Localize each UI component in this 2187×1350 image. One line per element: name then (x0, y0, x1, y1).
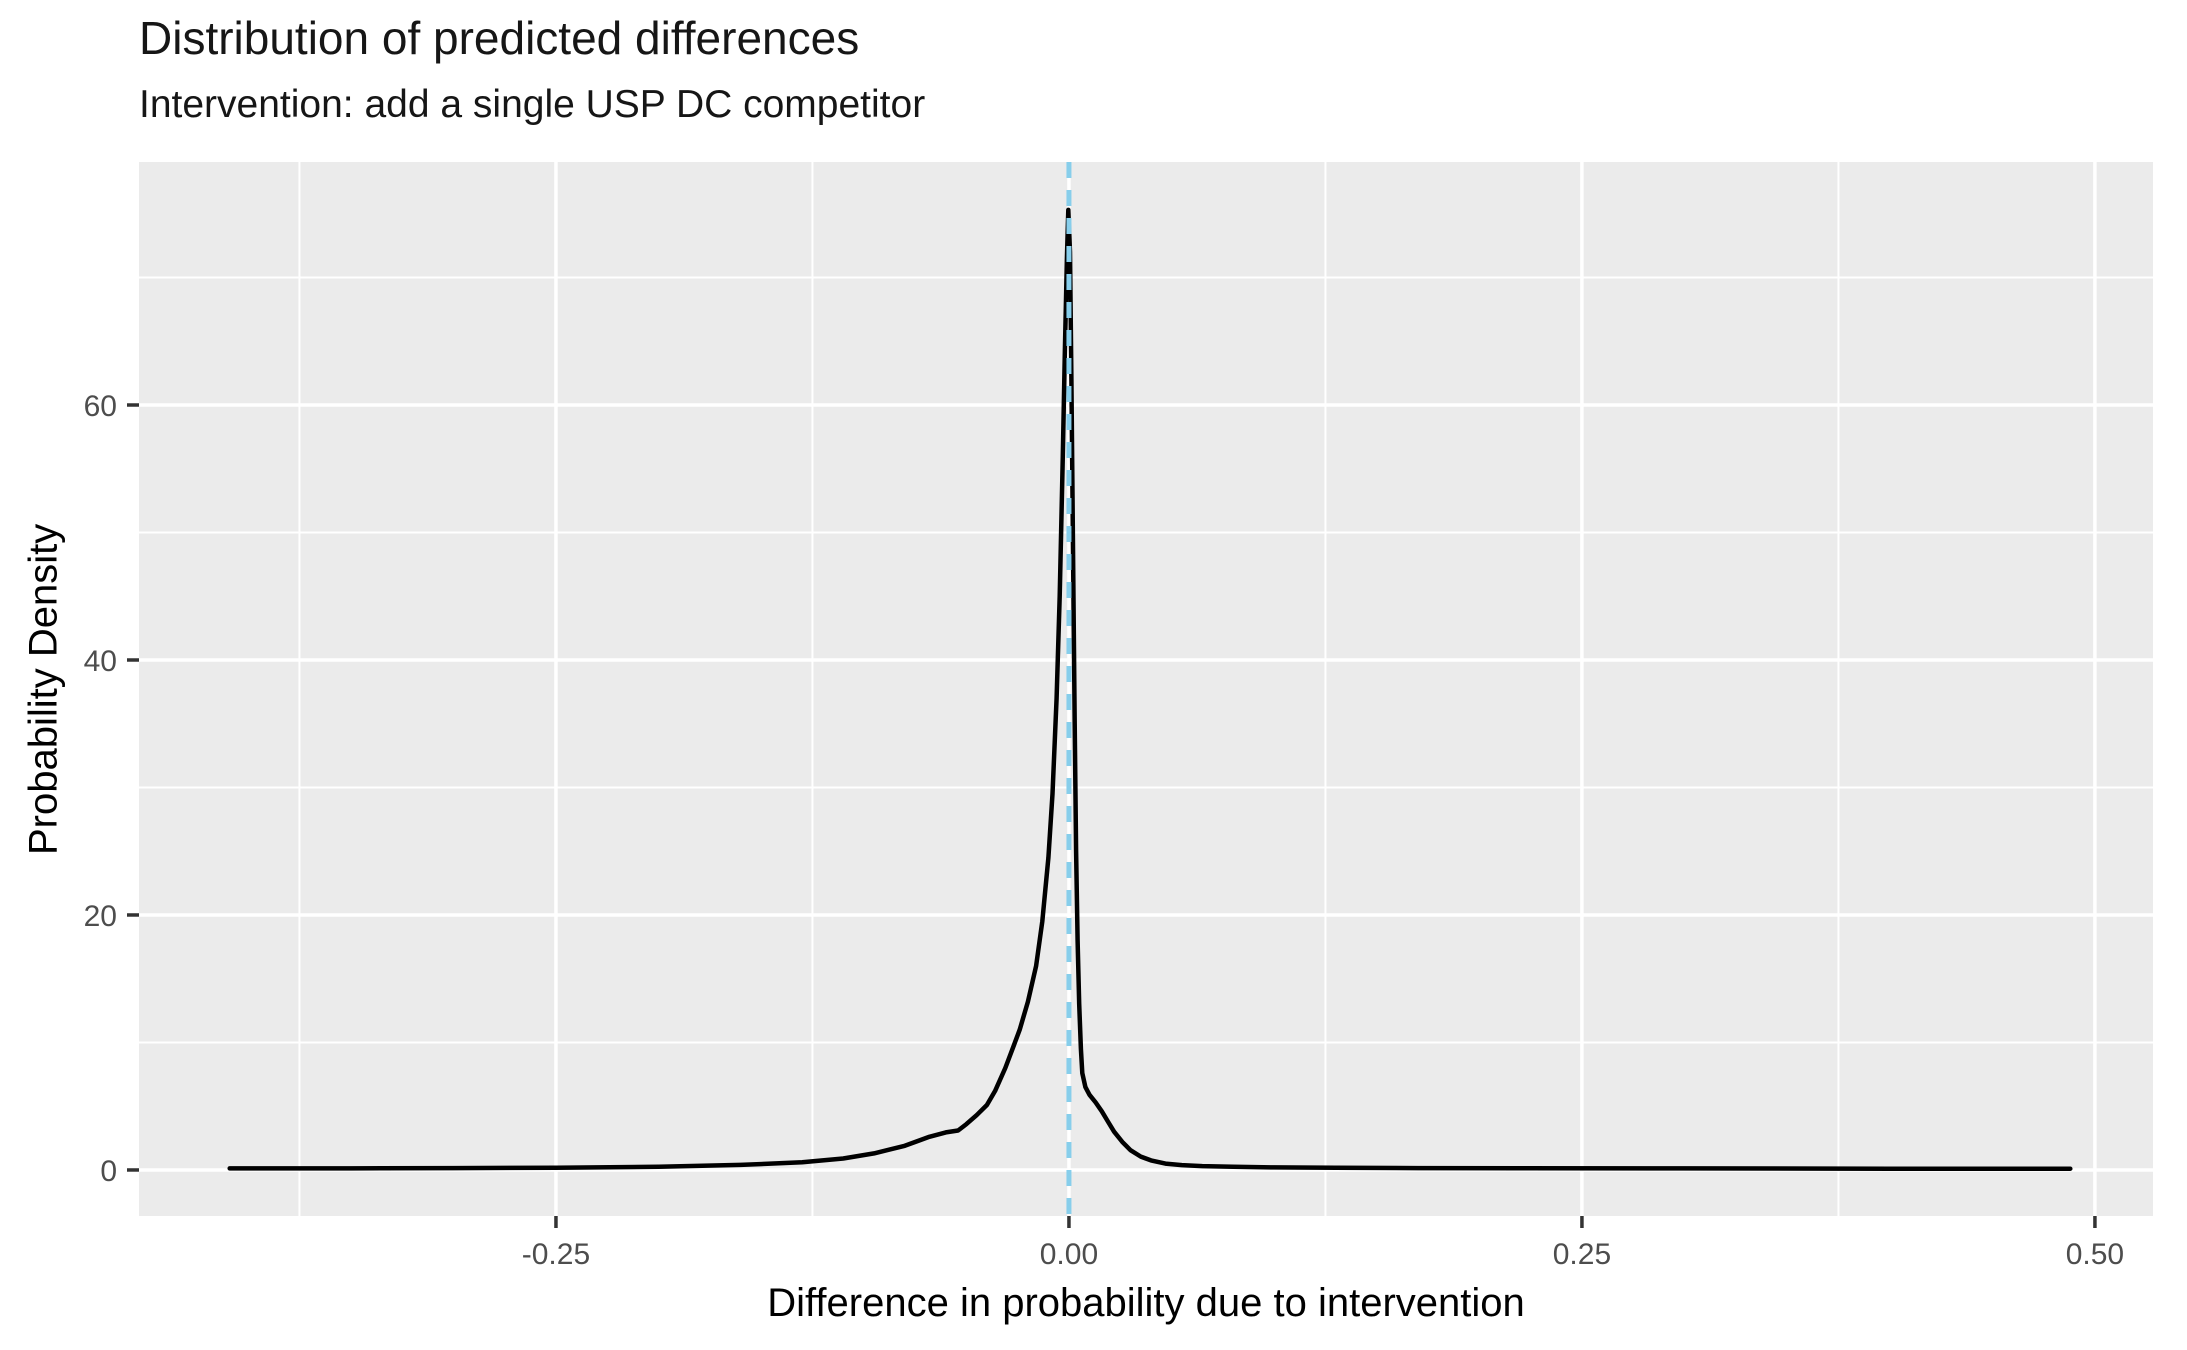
plot-subtitle: Intervention: add a single USP DC compet… (139, 83, 926, 126)
y-axis-tick-label: 60 (84, 390, 117, 423)
x-axis-tick-label: 0.00 (1040, 1238, 1098, 1271)
y-axis-tick-label: 40 (84, 645, 117, 678)
panel-background (139, 162, 2153, 1216)
y-axis-title: Probability Density (21, 523, 66, 855)
plot-title: Distribution of predicted differences (139, 12, 860, 64)
y-axis-tick-label: 20 (84, 900, 117, 933)
x-axis-tick-label: 0.50 (2066, 1238, 2124, 1271)
density-curve (227, 207, 2073, 1171)
y-axis-tick-label: 0 (100, 1155, 117, 1188)
x-axis-tick-label: -0.25 (522, 1238, 590, 1271)
x-axis-title: Difference in probability due to interve… (767, 1281, 1525, 1325)
x-axis-tick-label: 0.25 (1553, 1238, 1611, 1271)
